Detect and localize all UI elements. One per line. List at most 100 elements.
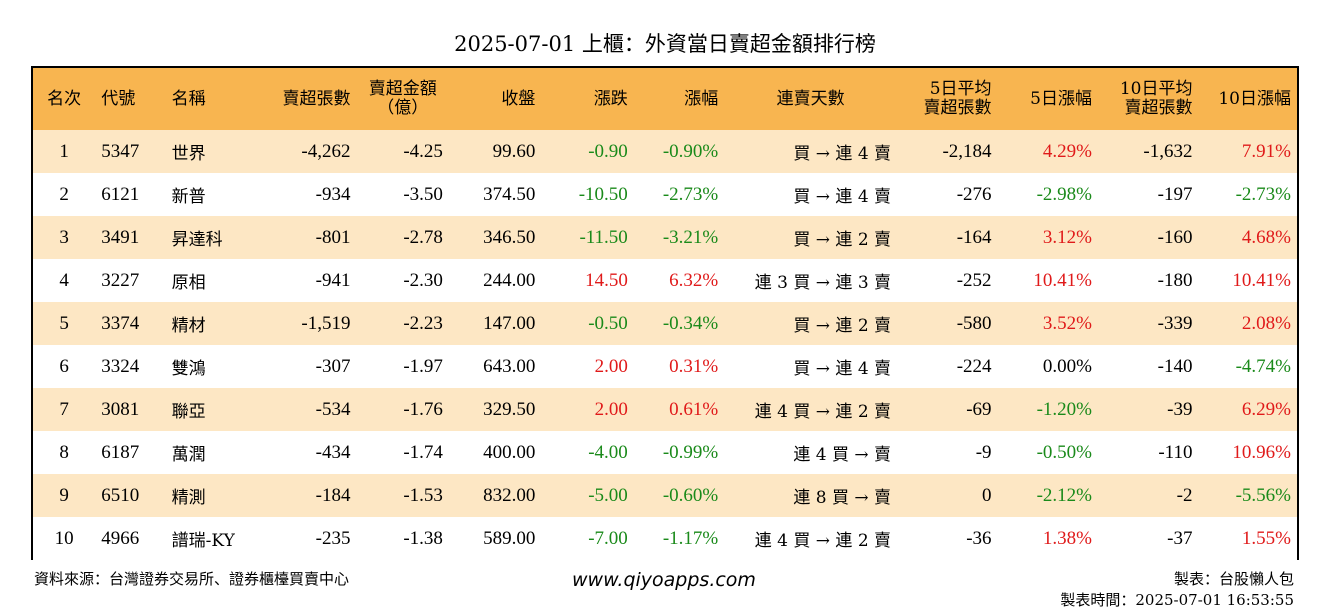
cell-avg10: -197: [1097, 173, 1199, 216]
header-net-amount-line2: （億）: [377, 98, 429, 118]
cell-code: 3227: [95, 259, 166, 302]
cell-avg5: -252: [897, 259, 998, 302]
cell-avg5: -9: [897, 431, 998, 474]
cell-change: -0.90: [541, 130, 634, 173]
table-row: 7 3081 聯亞 -534 -1.76 329.50 2.00 0.61% 連 4 買 → 連…: [33, 388, 1297, 431]
cell-pct: -0.60%: [633, 474, 725, 517]
table-row: 4 3227 原相 -941 -2.30 244.00 14.50 6.32% 連 3 買 → …: [33, 259, 1297, 302]
cell-name: 雙鴻: [165, 345, 265, 388]
cell-code: 6121: [95, 173, 166, 216]
cell-change: -0.50: [541, 302, 634, 345]
header-avg5-line2: 賣超張數: [923, 98, 992, 118]
cell-pct: -0.99%: [633, 431, 725, 474]
cell-close: 147.00: [448, 302, 542, 345]
cell-pct5: 0.00%: [997, 345, 1098, 388]
cell-code: 3324: [95, 345, 166, 388]
cell-change: 2.00: [541, 388, 634, 431]
cell-avg5: -69: [897, 388, 998, 431]
cell-rank: 2: [33, 173, 96, 216]
cell-pct10: 1.55%: [1198, 517, 1297, 560]
cell-shares: -801: [264, 216, 357, 259]
cell-avg10: -2: [1097, 474, 1199, 517]
header-avg5: 5日平均 賣超張數: [897, 68, 998, 130]
cell-avg5: -580: [897, 302, 998, 345]
cell-pct10: -5.56%: [1198, 474, 1297, 517]
cell-change: -7.00: [541, 517, 634, 560]
header-avg10: 10日平均 賣超張數: [1097, 68, 1199, 130]
cell-close: 244.00: [448, 259, 542, 302]
cell-shares: -235: [264, 517, 357, 560]
cell-pct5: -1.20%: [997, 388, 1098, 431]
cell-avg10: -180: [1097, 259, 1199, 302]
cell-change: -11.50: [541, 216, 634, 259]
cell-code: 6187: [95, 431, 166, 474]
cell-amount: -1.53: [356, 474, 449, 517]
cell-close: 329.50: [448, 388, 542, 431]
cell-avg10: -160: [1097, 216, 1199, 259]
cell-code: 4966: [95, 517, 166, 560]
cell-pct10: 2.08%: [1198, 302, 1297, 345]
header-close: 收盤: [448, 68, 542, 130]
cell-shares: -184: [264, 474, 357, 517]
cell-amount: -1.97: [356, 345, 449, 388]
cell-pct5: 1.38%: [997, 517, 1098, 560]
page-title: 2025-07-01 上櫃：外資當日賣超金額排行榜: [454, 32, 876, 56]
cell-avg5: -36: [897, 517, 998, 560]
cell-streak: 買 → 連 2 賣: [724, 302, 898, 345]
cell-amount: -2.23: [356, 302, 449, 345]
cell-name: 新普: [165, 173, 265, 216]
cell-rank: 10: [33, 517, 96, 560]
cell-streak: 買 → 連 2 賣: [724, 216, 898, 259]
cell-amount: -1.76: [356, 388, 449, 431]
cell-change: -4.00: [541, 431, 634, 474]
header-net-amount: 賣超金額 （億）: [356, 68, 449, 130]
timestamp: 製表時間：2025-07-01 16:53:55: [1060, 591, 1294, 609]
table-body: 1 5347 世界 -4,262 -4.25 99.60 -0.90 -0.90% 買 → 連 …: [33, 130, 1297, 560]
cell-code: 6510: [95, 474, 166, 517]
header-change: 漲跌: [541, 68, 634, 130]
cell-name: 原相: [165, 259, 265, 302]
cell-pct5: 10.41%: [997, 259, 1098, 302]
cell-pct5: -2.98%: [997, 173, 1098, 216]
cell-pct5: -0.50%: [997, 431, 1098, 474]
cell-change: 14.50: [541, 259, 634, 302]
cell-rank: 6: [33, 345, 96, 388]
cell-avg5: -164: [897, 216, 998, 259]
data-source: 資料來源：台灣證券交易所、證券櫃檯買賣中心: [34, 570, 350, 588]
cell-pct5: -2.12%: [997, 474, 1098, 517]
header-pct: 漲幅: [633, 68, 725, 130]
cell-streak: 連 3 買 → 連 3 賣: [724, 259, 898, 302]
cell-change: 2.00: [541, 345, 634, 388]
cell-shares: -1,519: [264, 302, 357, 345]
cell-avg10: -339: [1097, 302, 1199, 345]
cell-change: -5.00: [541, 474, 634, 517]
cell-amount: -2.30: [356, 259, 449, 302]
table-row: 10 4966 譜瑞-KY -235 -1.38 589.00 -7.00 -1.17% 連 4…: [33, 517, 1297, 560]
cell-pct: -1.17%: [633, 517, 725, 560]
cell-streak: 連 4 買 → 連 2 賣: [724, 517, 898, 560]
cell-streak: 連 4 買 → 賣: [724, 431, 898, 474]
cell-avg5: -224: [897, 345, 998, 388]
cell-pct10: 10.41%: [1198, 259, 1297, 302]
table-header-row: 名次 代號 名稱 賣超張數 賣超金額 （億） 收盤 漲跌 漲幅 連賣天數 5日平均…: [33, 68, 1297, 130]
table-row: 5 3374 精材 -1,519 -2.23 147.00 -0.50 -0.34% 買 → 連…: [33, 302, 1297, 345]
cell-name: 聯亞: [165, 388, 265, 431]
cell-pct: -3.21%: [633, 216, 725, 259]
cell-amount: -1.38: [356, 517, 449, 560]
cell-avg5: -276: [897, 173, 998, 216]
cell-code: 3081: [95, 388, 166, 431]
cell-rank: 7: [33, 388, 96, 431]
cell-name: 譜瑞-KY: [165, 517, 265, 560]
header-code: 代號: [95, 68, 166, 130]
cell-pct10: 7.91%: [1198, 130, 1297, 173]
cell-shares: -934: [264, 173, 357, 216]
cell-pct: 6.32%: [633, 259, 725, 302]
table-row: 3 3491 昇達科 -801 -2.78 346.50 -11.50 -3.21% 買 → 連…: [33, 216, 1297, 259]
cell-rank: 4: [33, 259, 96, 302]
cell-pct5: 3.12%: [997, 216, 1098, 259]
cell-streak: 買 → 連 4 賣: [724, 173, 898, 216]
header-avg10-line2: 賣超張數: [1124, 98, 1193, 118]
website-link[interactable]: www.qiyoapps.com: [572, 569, 756, 591]
cell-code: 3374: [95, 302, 166, 345]
header-pct5: 5日漲幅: [997, 68, 1098, 130]
